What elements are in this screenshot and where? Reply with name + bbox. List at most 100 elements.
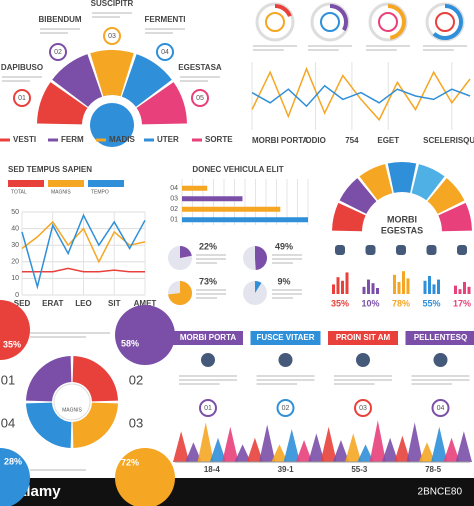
tab-header bbox=[173, 331, 243, 345]
mini-bar bbox=[332, 284, 335, 294]
image-id: 2BNCE80 bbox=[418, 487, 463, 498]
pie-slice bbox=[255, 246, 268, 270]
spike bbox=[209, 437, 227, 462]
mini-bar bbox=[367, 279, 370, 294]
icon bbox=[435, 12, 455, 32]
x-tick-label: 55-3 bbox=[351, 465, 368, 474]
gauge-title: MORBI bbox=[387, 214, 417, 224]
step-badge bbox=[103, 27, 121, 45]
tab-title: PELLENTESQ bbox=[414, 333, 467, 342]
x-tick-label: EGET bbox=[377, 136, 399, 145]
x-tick-label: SCELERISQUE bbox=[423, 136, 474, 145]
quadrant-number: 01 bbox=[1, 372, 15, 387]
step-number: 05 bbox=[196, 95, 204, 102]
tab-number: 02 bbox=[282, 405, 290, 412]
bar bbox=[182, 196, 243, 202]
gauge-title: EGESTAS bbox=[381, 225, 423, 235]
spike bbox=[443, 437, 460, 462]
mini-bar bbox=[397, 282, 401, 294]
spike bbox=[455, 431, 472, 462]
step-title: EGESTASA bbox=[178, 63, 222, 72]
line-series bbox=[21, 213, 146, 290]
legend-swatch bbox=[48, 180, 84, 187]
category-label: 04 bbox=[170, 185, 178, 192]
legend-label: MAGNIS bbox=[51, 189, 71, 195]
gauge-segment bbox=[359, 164, 393, 201]
spike bbox=[357, 444, 374, 462]
quadrant bbox=[72, 356, 118, 402]
quadrant bbox=[72, 402, 118, 448]
quadrant-number: 03 bbox=[129, 415, 143, 430]
spike bbox=[369, 420, 386, 462]
tab-title: MORBI PORTA bbox=[180, 333, 237, 342]
tab-header bbox=[328, 331, 398, 345]
spike bbox=[406, 422, 423, 462]
y-tick-label: 0 bbox=[15, 292, 19, 299]
hub bbox=[53, 383, 91, 421]
x-tick-label: AMET bbox=[134, 299, 157, 308]
mini-bar bbox=[428, 276, 431, 294]
legend-label: FERM bbox=[61, 135, 84, 144]
icon bbox=[335, 245, 345, 255]
spike bbox=[418, 442, 436, 462]
spike bbox=[197, 422, 214, 462]
mini-bar bbox=[336, 277, 340, 294]
corner-disc bbox=[0, 300, 30, 360]
x-tick-label: MORBI PORTA bbox=[252, 136, 309, 145]
spike bbox=[345, 433, 362, 462]
pie-slice bbox=[255, 281, 262, 293]
spike bbox=[185, 442, 202, 462]
y-tick-label: 30 bbox=[11, 242, 19, 249]
spike bbox=[320, 426, 337, 462]
segment bbox=[37, 82, 88, 125]
spike bbox=[295, 440, 313, 462]
indicator-label: 55% bbox=[422, 298, 440, 308]
line-series bbox=[22, 267, 145, 273]
spike bbox=[222, 426, 239, 462]
icon bbox=[378, 12, 398, 32]
legend-swatch bbox=[88, 180, 124, 187]
mini-bar bbox=[362, 286, 366, 294]
x-tick-label: 78-5 bbox=[425, 465, 442, 474]
legend-swatch bbox=[8, 180, 44, 187]
quadrant bbox=[26, 402, 72, 448]
step-badge bbox=[13, 89, 31, 107]
segment bbox=[136, 82, 187, 125]
spike bbox=[283, 429, 300, 462]
hub bbox=[90, 103, 134, 147]
x-tick-label: SED bbox=[14, 299, 31, 308]
mini-bar bbox=[402, 271, 405, 294]
x-tick-label: SIT bbox=[108, 299, 121, 308]
step-number: 03 bbox=[108, 33, 116, 40]
corner-label: 72% bbox=[121, 457, 139, 467]
tab-number: 04 bbox=[437, 405, 445, 412]
category-label: 03 bbox=[170, 196, 178, 203]
step-number: 04 bbox=[161, 49, 169, 56]
category-label: 02 bbox=[170, 206, 178, 213]
gauge-segment bbox=[387, 162, 417, 193]
y-tick-label: 10 bbox=[11, 275, 19, 282]
pie-slice bbox=[180, 246, 192, 258]
gauge-segment bbox=[339, 178, 377, 214]
pie-label: 73% bbox=[199, 276, 217, 286]
indicator-label: 35% bbox=[331, 298, 349, 308]
tab-header bbox=[250, 331, 321, 345]
step-badge bbox=[191, 89, 209, 107]
pie-label: 9% bbox=[277, 276, 290, 286]
corner-disc bbox=[115, 448, 175, 506]
spike bbox=[246, 437, 264, 462]
bar bbox=[182, 217, 308, 223]
indicator-label: 17% bbox=[453, 298, 471, 308]
icon-arc bbox=[432, 4, 464, 41]
tab-title: FUSCE VITAER bbox=[256, 333, 314, 342]
icon bbox=[265, 12, 285, 32]
segment bbox=[52, 54, 103, 107]
chart-title: DONEC VEHICULA ELIT bbox=[192, 165, 283, 174]
legend-label: SORTE bbox=[205, 135, 233, 144]
y-tick-label: 50 bbox=[11, 209, 19, 216]
corner-disc bbox=[115, 305, 175, 365]
legend-label: VESTI bbox=[13, 135, 36, 144]
spike bbox=[381, 437, 399, 462]
